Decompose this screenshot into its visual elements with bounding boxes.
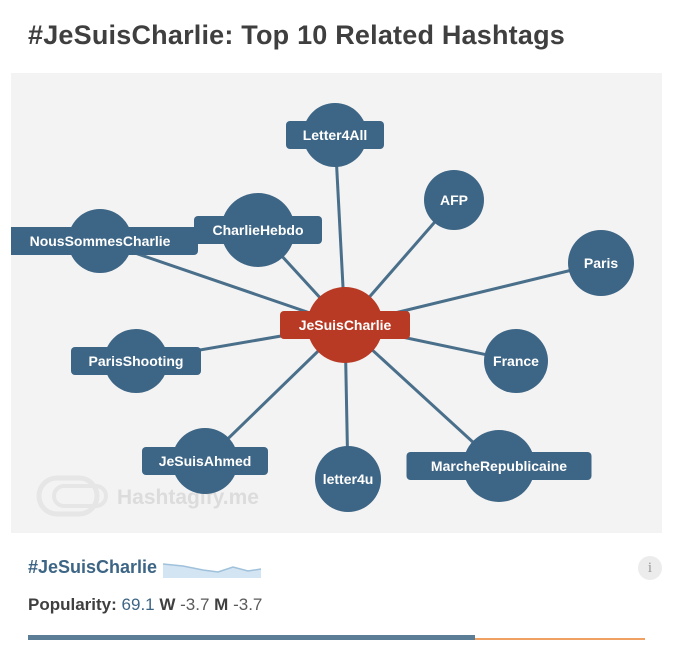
node-label: AFP [440,192,468,208]
node-label-box [317,465,379,493]
node-label: NousSommesCharlie [30,233,171,249]
node-label-box [194,216,322,244]
popularity-bar [28,635,645,640]
week-label: W [159,595,176,614]
node-label-box [406,452,592,480]
hashtag-node[interactable]: Letter4All [286,103,384,167]
hashtag-node[interactable]: NousSommesCharlie [11,209,198,273]
node-bubble [568,230,634,296]
popularity-bar-fill [28,635,475,640]
node-label-box [71,347,201,375]
popularity-sparkline [163,563,262,578]
hashtag-node[interactable]: Paris [568,230,634,296]
nodes: Letter4All AFP Paris France MarcheRepublicai… [11,103,634,512]
hashtag-link[interactable]: #JeSuisCharlie [28,556,158,577]
node-label: MarcheRepublicaine [431,458,567,474]
node-label-box [11,227,198,255]
node-label: France [493,353,539,369]
hashtag-node[interactable]: JeSuisAhmed [142,428,268,494]
node-label: letter4u [323,471,374,487]
node-bubble [424,170,484,230]
popularity-stats: Popularity: 69.1 W -3.7 M -3.7 [28,595,262,615]
node-label: JeSuisCharlie [299,317,392,333]
hashtag-node[interactable]: ParisShooting [71,329,201,393]
month-value: -3.7 [233,595,263,614]
center-node[interactable]: JeSuisCharlie [280,287,410,363]
week-value: -3.7 [180,595,210,614]
hashtag-node[interactable]: letter4u [315,446,381,512]
page-title: #JeSuisCharlie: Top 10 Related Hashtags [28,20,565,50]
popularity-value: 69.1 [121,595,155,614]
node-label: Letter4All [303,127,368,143]
node-label-box [286,121,384,149]
hashtag-graph: Hashtagify.me Letter4All AFP Paris France Ma… [11,73,662,533]
info-icon[interactable]: i [638,556,662,580]
month-label: M [214,595,229,614]
node-label: ParisShooting [89,353,184,369]
graph-canvas: Hashtagify.me Letter4All AFP Paris France Ma… [11,103,634,517]
node-label: Paris [584,255,618,271]
hashtag-node[interactable]: MarcheRepublicaine [406,430,592,502]
popularity-label: Popularity: [28,595,117,614]
watermark-text: Hashtagify.me [117,486,259,509]
hashtag-line: #JeSuisCharlie [28,556,263,578]
node-bubble [484,329,548,393]
hashtag-node[interactable]: AFP [424,170,484,230]
node-label-box [142,447,268,475]
hashtag-summary: #JeSuisCharlie i Popularity: 69.1 W -3.7… [28,550,668,645]
node-label: CharlieHebdo [212,222,303,238]
hashtag-node[interactable]: CharlieHebdo [194,193,322,267]
hashtag-node[interactable]: France [484,329,548,393]
node-label-box [280,311,410,339]
node-label: JeSuisAhmed [159,453,252,469]
watermark: Hashtagify.me [36,475,259,517]
